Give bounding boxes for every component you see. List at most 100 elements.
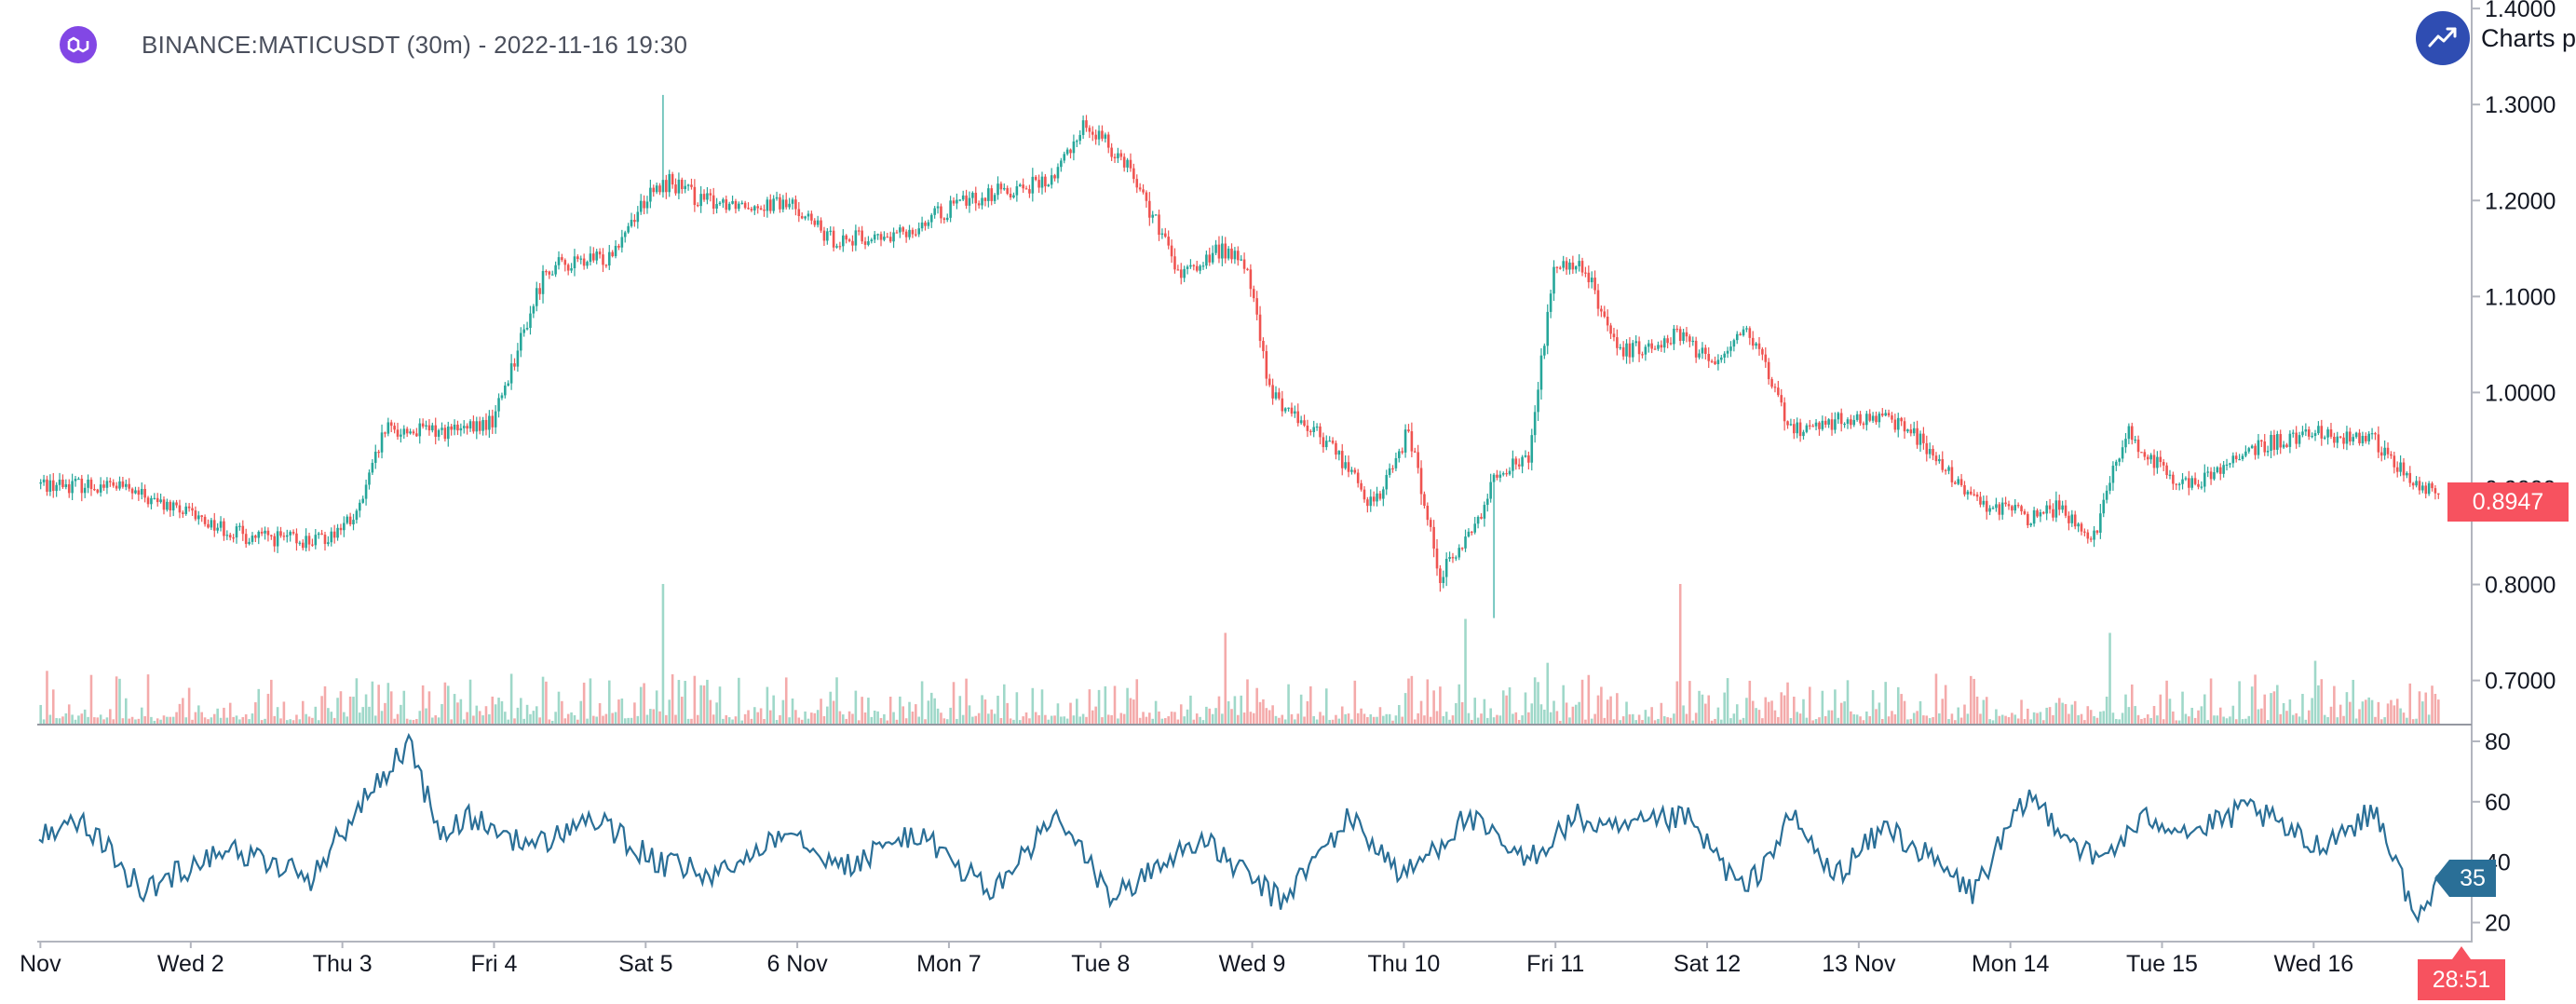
- candle-body: [690, 184, 693, 187]
- volume-bar: [2177, 720, 2181, 724]
- volume-bar: [1827, 710, 1830, 724]
- volume-bar: [750, 718, 753, 724]
- candle-body: [1757, 343, 1761, 349]
- candle-body: [468, 421, 472, 429]
- candle-body: [829, 230, 833, 232]
- candle-body: [1179, 269, 1183, 278]
- candle-body: [1796, 422, 1798, 434]
- volume-bar: [1101, 717, 1104, 724]
- candle-body: [1464, 536, 1467, 549]
- candle-body: [1906, 429, 1909, 432]
- chart-title: BINANCE:MATICUSDT (30m) - 2022-11-16 19:…: [142, 30, 688, 59]
- volume-bar: [945, 719, 949, 724]
- volume-bar: [1530, 703, 1534, 724]
- candle-body: [1742, 329, 1745, 336]
- volume-bar: [118, 678, 121, 724]
- volume-bar: [902, 706, 905, 724]
- candle-body: [1378, 493, 1382, 499]
- volume-bar: [2016, 718, 2020, 724]
- candle-body: [861, 230, 863, 242]
- volume-bar: [1954, 720, 1957, 724]
- candle-body: [314, 535, 318, 546]
- volume-bar: [74, 719, 77, 724]
- volume-bar: [586, 718, 589, 724]
- candle-body: [507, 383, 510, 386]
- volume-bar: [1973, 678, 1975, 724]
- candle-body: [2004, 502, 2007, 505]
- volume-bar: [1407, 678, 1410, 724]
- candle-body: [450, 426, 453, 430]
- volume-bar: [1460, 701, 1464, 724]
- volume-bar: [1369, 713, 1373, 724]
- volume-bar: [191, 719, 194, 724]
- volume-bar: [285, 720, 289, 724]
- candle-body: [2089, 538, 2093, 540]
- volume-bar: [734, 716, 738, 724]
- volume-bar: [535, 706, 538, 724]
- brand-badge[interactable]: Charts p: [2416, 9, 2576, 67]
- volume-bar: [1376, 716, 1378, 724]
- volume-bar: [1480, 713, 1483, 724]
- volume-bar: [2424, 692, 2428, 724]
- candle-body: [1512, 458, 1514, 471]
- volume-bar: [1350, 719, 1353, 724]
- candle-body: [2234, 455, 2238, 460]
- volume-bar: [1821, 690, 1824, 724]
- volume-bar: [2301, 694, 2304, 724]
- volume-bar: [2045, 707, 2048, 724]
- volume-bar: [2342, 715, 2345, 724]
- candle-body: [200, 515, 203, 517]
- volume-bar: [1227, 700, 1230, 724]
- candle-body: [1024, 188, 1028, 190]
- volume-bar: [2386, 703, 2390, 724]
- volume-bar: [2165, 680, 2168, 724]
- volume-bar: [1735, 704, 1739, 724]
- candle-body: [121, 481, 125, 487]
- volume-bar: [1290, 713, 1294, 724]
- candle-body: [146, 497, 150, 505]
- volume-bar: [2354, 718, 2358, 724]
- candle-body: [1040, 176, 1044, 188]
- candle-body: [42, 479, 46, 482]
- volume-bar: [1590, 718, 1593, 724]
- candle-body: [1056, 167, 1060, 179]
- volume-bar: [1117, 718, 1119, 724]
- volume-bar: [1360, 708, 1363, 724]
- candle-body: [1432, 526, 1435, 549]
- axes: 1.40001.30001.20001.10001.00000.90000.80…: [20, 0, 2556, 977]
- volume-bar: [2247, 715, 2251, 724]
- volume-bar: [484, 706, 488, 724]
- candle-body: [911, 229, 915, 235]
- volume-bar: [1653, 720, 1657, 724]
- candle-body: [2301, 431, 2304, 436]
- volume-bar: [1723, 692, 1726, 724]
- volume-bar: [235, 715, 238, 724]
- volume-bar: [1221, 713, 1224, 724]
- candle-body: [1252, 289, 1255, 299]
- candle-body: [377, 452, 380, 454]
- volume-bar: [1834, 689, 1837, 724]
- volume-bar: [1767, 701, 1770, 724]
- volume-bar: [589, 678, 592, 724]
- candle-body: [2068, 515, 2070, 523]
- candle-body: [1240, 259, 1242, 261]
- candle-body: [2175, 483, 2178, 485]
- candle-body: [1871, 415, 1875, 421]
- volume-bar: [2152, 706, 2156, 724]
- volume-bar: [1214, 708, 1217, 724]
- candle-body: [1205, 254, 1208, 266]
- candle-body: [1142, 189, 1145, 193]
- volume-bar: [450, 719, 453, 724]
- volume-bar: [400, 704, 402, 724]
- volume-bar: [1034, 712, 1037, 724]
- candle-body: [579, 258, 583, 260]
- volume-bar: [2222, 716, 2225, 724]
- candle-body: [279, 531, 282, 536]
- candle-body: [1501, 473, 1505, 475]
- candle-body: [137, 490, 141, 495]
- volume-bar: [1439, 686, 1442, 724]
- candle-body: [336, 527, 339, 538]
- candle-body: [1281, 398, 1284, 412]
- volume-bar: [643, 683, 645, 724]
